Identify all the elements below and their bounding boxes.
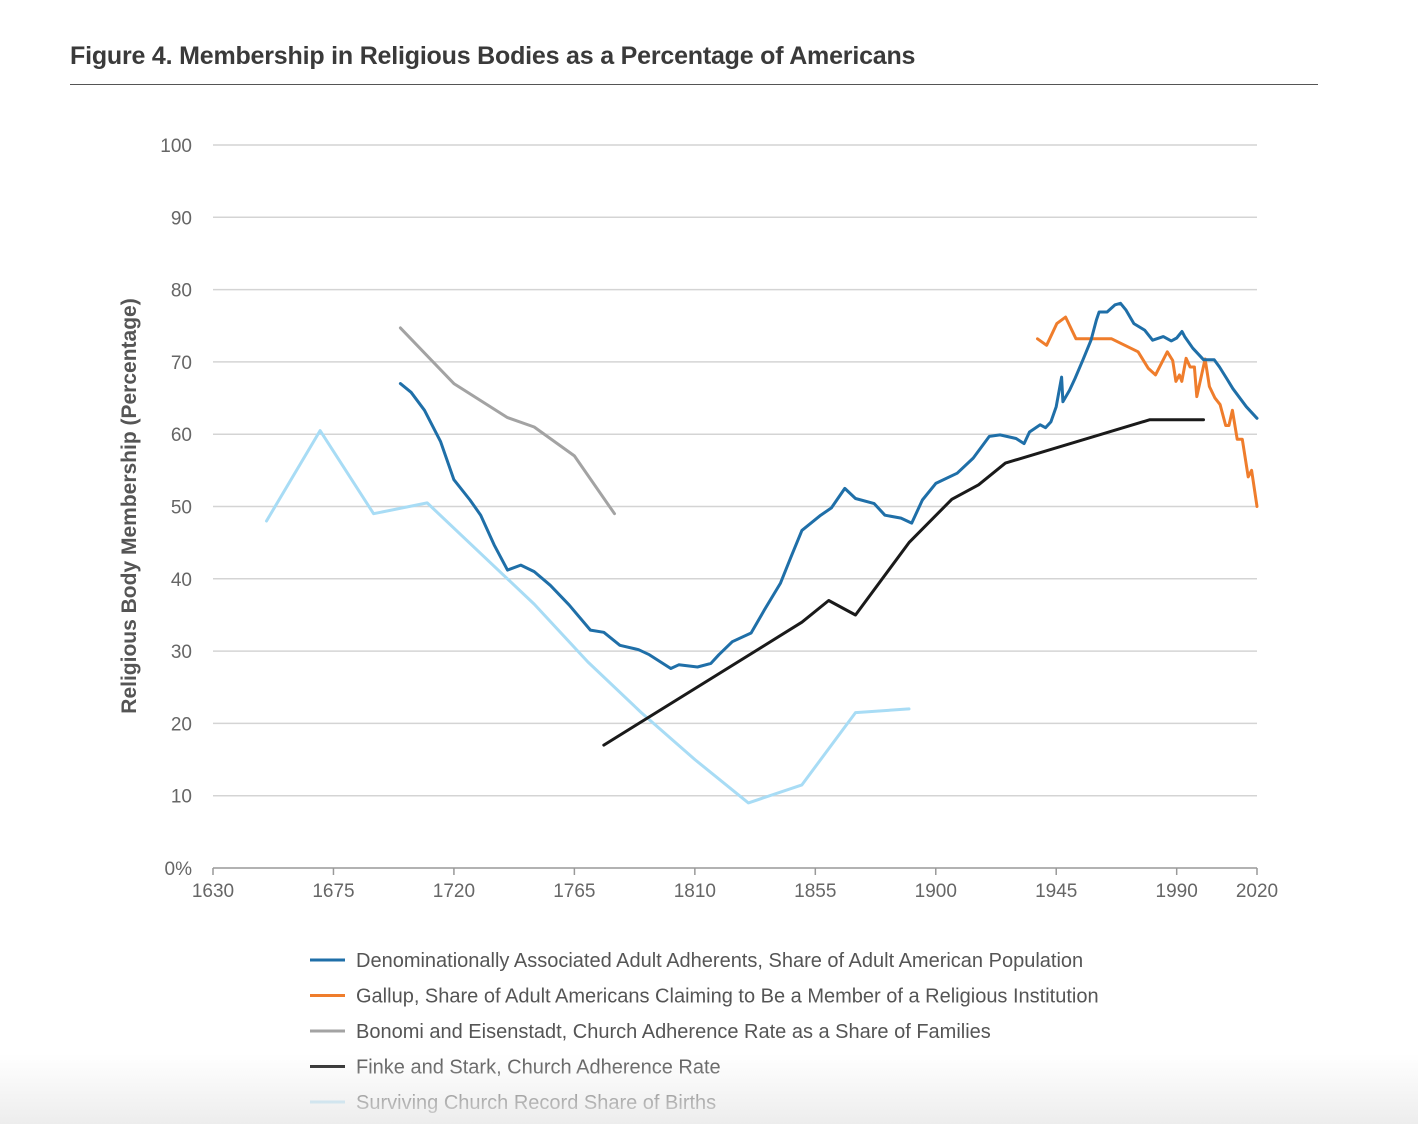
series-line	[265, 429, 911, 805]
x-tick-label: 1675	[312, 881, 354, 902]
y-tick-label: 40	[171, 570, 192, 591]
title-divider	[70, 84, 1318, 85]
figure-title: Figure 4. Membership in Religious Bodies…	[70, 42, 916, 70]
series-line	[1036, 315, 1259, 508]
legend-label: Gallup, Share of Adult Americans Claimin…	[356, 986, 1099, 1008]
y-tick-label: 0%	[165, 859, 193, 880]
bottom-shade	[0, 1054, 1418, 1124]
y-tick-label: 90	[171, 208, 192, 229]
y-tick-label: 30	[171, 642, 192, 663]
legend-label: Bonomi and Eisenstadt, Church Adherence …	[356, 1021, 991, 1043]
x-tick-label: 2020	[1236, 881, 1278, 902]
y-tick-label: 10	[171, 787, 192, 808]
x-tick-label: 1630	[192, 881, 234, 902]
series-line	[398, 301, 1259, 670]
series-line	[602, 418, 1205, 747]
y-tick-label: 50	[171, 498, 192, 519]
x-tick-label: 1855	[794, 881, 836, 902]
x-tick-label: 1810	[674, 881, 716, 902]
y-tick-label: 80	[171, 281, 192, 302]
y-tick-label: 100	[160, 136, 192, 157]
y-tick-label: 60	[171, 425, 192, 446]
x-tick-label: 1720	[433, 881, 475, 902]
x-tick-label: 1900	[915, 881, 957, 902]
x-tick-label: 1765	[553, 881, 595, 902]
legend-label: Denominationally Associated Adult Adhere…	[356, 950, 1083, 972]
series-line	[398, 326, 616, 516]
y-tick-label: 70	[171, 353, 192, 374]
x-tick-label: 1945	[1035, 881, 1077, 902]
y-axis-label: Religious Body Membership (Percentage)	[118, 298, 141, 713]
x-tick-label: 1990	[1156, 881, 1198, 902]
y-tick-label: 20	[171, 714, 192, 735]
